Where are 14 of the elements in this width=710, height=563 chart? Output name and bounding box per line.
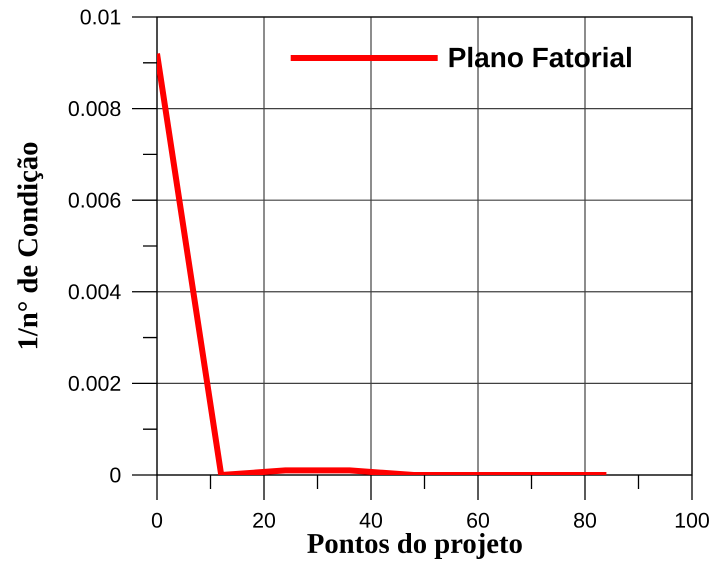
x-tick-label: 100 [676, 512, 709, 528]
y-tick-label: 0 [110, 467, 120, 483]
x-tick-label: 0 [152, 512, 162, 528]
y-tick-label: 0.01 [80, 9, 120, 25]
y-tick-label: 0.008 [68, 101, 120, 116]
y-axis-title: 1/n° de Condição [17, 142, 44, 348]
x-tick-label: 40 [360, 512, 382, 528]
y-tick-label: 0.002 [68, 376, 120, 391]
x-axis-title: Pontos do projeto [307, 532, 522, 559]
x-tick-label: 80 [574, 512, 596, 528]
x-tick-label: 20 [253, 512, 276, 528]
y-tick-label: 0.006 [68, 192, 120, 208]
x-tick-label: 60 [467, 512, 490, 528]
y-tick-label: 0.004 [68, 284, 121, 300]
